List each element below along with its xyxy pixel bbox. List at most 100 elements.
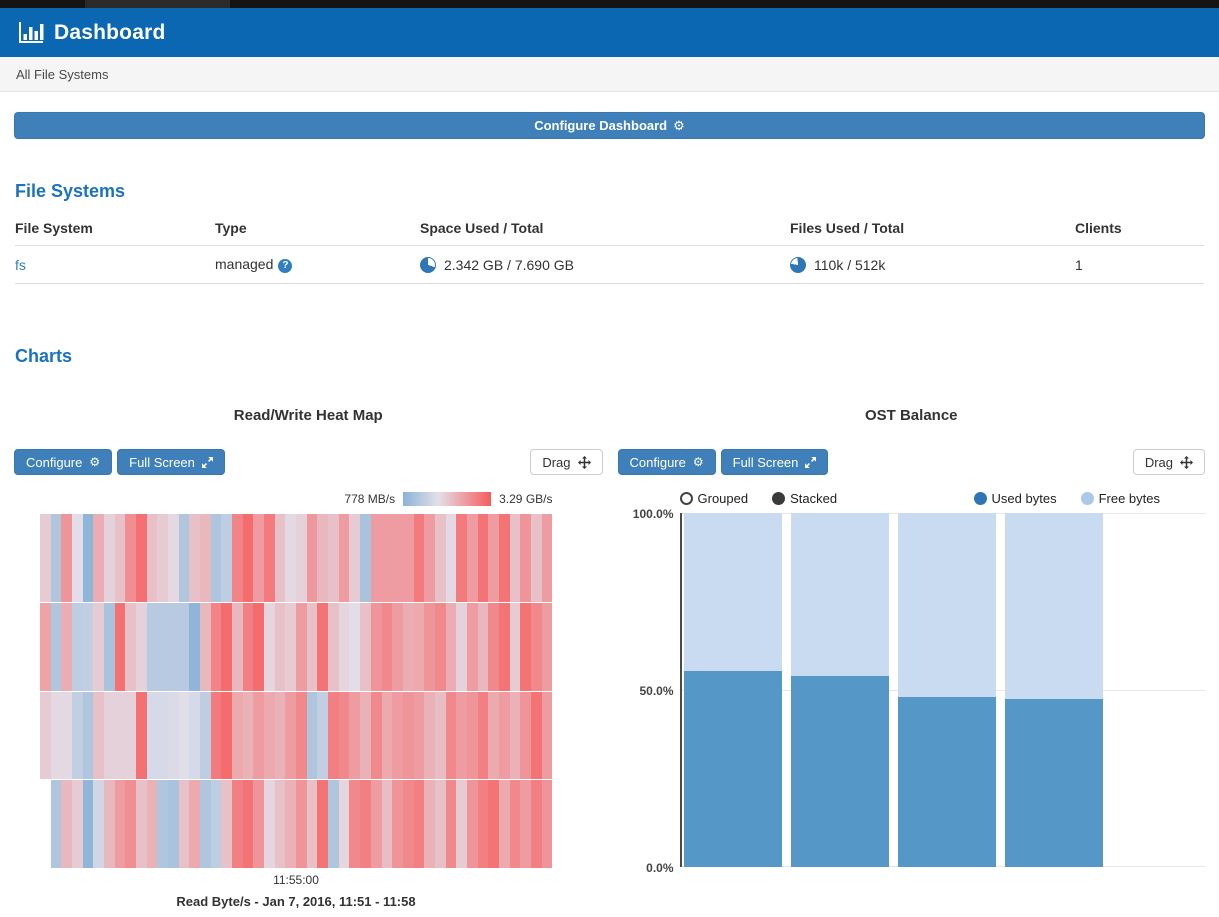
- heatmap-cell: [93, 514, 105, 602]
- file-system-type: managed: [215, 256, 274, 272]
- heatmap-cell: [349, 691, 361, 780]
- heatmap-cell: [136, 602, 147, 691]
- heatmap-cell: [157, 691, 169, 780]
- heatmap-fullscreen-button[interactable]: Full Screen: [117, 449, 225, 475]
- heatmap-cell: [61, 514, 73, 602]
- heatmap-cell: [146, 514, 158, 602]
- radio-unselected-icon: [679, 492, 693, 505]
- heatmap-configure-button[interactable]: Configure ⚙: [14, 449, 113, 475]
- heatmap-cell: [221, 514, 233, 602]
- heatmap-cell: [274, 602, 286, 691]
- heatmap-cell: [530, 780, 542, 868]
- heatmap-cell: [488, 780, 499, 868]
- configure-dashboard-button[interactable]: Configure Dashboard ⚙: [14, 112, 1205, 139]
- heatmap-cell: [392, 514, 403, 602]
- legend-used-bytes[interactable]: Used bytes: [973, 491, 1057, 506]
- heatmap-cell: [274, 514, 286, 602]
- heatmap-cell: [445, 691, 457, 780]
- files-usage-pie-icon: [790, 256, 806, 273]
- radio-selected-icon: [772, 492, 786, 505]
- heatmap-cell: [498, 602, 510, 691]
- breadcrumb: All File Systems: [0, 57, 1219, 92]
- ost-configure-button[interactable]: Configure ⚙: [617, 449, 716, 475]
- heatmap-cell: [296, 691, 307, 780]
- heatmap-cell: [349, 602, 361, 691]
- files-used-total: 110k / 512k: [814, 256, 886, 273]
- heatmap-cell: [424, 780, 435, 868]
- free-bytes-segment: [1004, 513, 1103, 699]
- help-icon[interactable]: ?: [278, 259, 293, 273]
- fullscreen-label: Full Screen: [129, 454, 195, 470]
- heatmap-button-row: Configure ⚙ Full Screen Drag: [14, 449, 603, 475]
- heatmap-cell: [82, 514, 94, 602]
- heatmap-title: Read/Write Heat Map: [233, 407, 383, 424]
- heatmap-cell: [370, 780, 382, 868]
- heatmap-cell: [392, 691, 403, 780]
- ost-fullscreen-button[interactable]: Full Screen: [720, 449, 829, 475]
- heatmap-cell: [498, 780, 510, 868]
- heatmap-cell: [509, 514, 521, 602]
- heatmap-cell: [221, 691, 233, 780]
- heatmap-drag-handle[interactable]: Drag: [530, 449, 603, 475]
- heatmap-cell: [253, 691, 265, 780]
- heatmap-cell: [466, 691, 478, 780]
- space-usage-pie-icon: [420, 256, 436, 273]
- heatmap-cell: [93, 691, 105, 780]
- col-files: Files Used / Total: [790, 210, 1075, 246]
- heatmap-cell: [349, 780, 361, 868]
- file-systems-table: File System Type Space Used / Total File…: [15, 210, 1204, 284]
- col-space: Space Used / Total: [420, 210, 790, 246]
- heatmap-cell: [210, 514, 222, 602]
- heatmap-cell: [370, 602, 382, 691]
- scale-min-label: 778 MB/s: [344, 492, 396, 506]
- heatmap-cell: [40, 780, 51, 868]
- browser-chrome-strip: [0, 0, 1219, 8]
- heatmap-cell: [285, 691, 297, 780]
- file-system-link[interactable]: fs: [15, 256, 26, 273]
- legend-free-bytes[interactable]: Free bytes: [1080, 491, 1160, 506]
- used-bytes-segment: [790, 675, 889, 867]
- gear-icon: ⚙: [673, 117, 685, 133]
- ost-plot-area[interactable]: [679, 513, 1205, 867]
- browser-tab-segment: [85, 0, 230, 8]
- heatmap-cell: [221, 780, 233, 868]
- heatmap-cell: [328, 514, 339, 602]
- heatmap-cell: [210, 780, 222, 868]
- heatmap-cell: [370, 691, 382, 780]
- free-bytes-label: Free bytes: [1098, 491, 1160, 506]
- ost-bar[interactable]: [897, 513, 996, 867]
- heatmap-cell: [114, 691, 126, 780]
- ost-title: OST Balance: [864, 407, 958, 424]
- heatmap-cell: [104, 691, 115, 780]
- stacked-label: Stacked: [790, 491, 838, 506]
- charts-row: Read/Write Heat Map Configure ⚙ Full Scr…: [14, 401, 1205, 909]
- heatmap-cell: [466, 602, 478, 691]
- heatmap-cell: [402, 514, 414, 602]
- ost-drag-handle[interactable]: Drag: [1132, 449, 1205, 475]
- heatmap-plot[interactable]: [40, 514, 553, 868]
- used-bytes-label: Used bytes: [991, 491, 1057, 506]
- heatmap-cell: [456, 691, 467, 780]
- heatmap-cell: [50, 514, 62, 602]
- expand-icon: [201, 456, 213, 468]
- mode-option-grouped[interactable]: Grouped: [679, 491, 748, 506]
- heatmap-cell: [253, 514, 265, 602]
- heatmap-cell: [530, 602, 542, 691]
- heatmap-cell: [338, 780, 350, 868]
- heatmap-cell: [242, 602, 254, 691]
- mode-option-stacked[interactable]: Stacked: [772, 491, 837, 506]
- heatmap-cell: [157, 602, 169, 691]
- file-systems-section: File Systems File System Type Space Used…: [0, 181, 1219, 284]
- heatmap-cell: [413, 691, 425, 780]
- heatmap-cell: [317, 780, 329, 868]
- configure-label: Configure: [629, 454, 686, 470]
- heatmap-cell: [61, 780, 73, 868]
- ost-bar[interactable]: [1004, 513, 1103, 867]
- heatmap-cell: [114, 780, 126, 868]
- heatmap-cell: [178, 691, 190, 780]
- ost-bar[interactable]: [790, 513, 889, 867]
- heatmap-cell: [392, 780, 403, 868]
- ost-bar[interactable]: [683, 513, 782, 867]
- expand-icon: [805, 456, 817, 468]
- heatmap-cell: [381, 780, 393, 868]
